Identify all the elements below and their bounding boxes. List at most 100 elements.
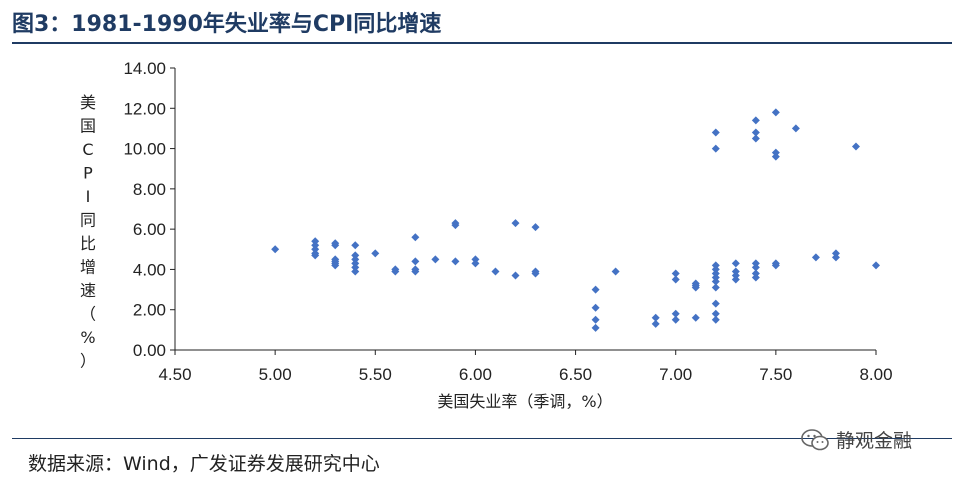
data-point bbox=[511, 219, 520, 228]
data-point bbox=[651, 319, 660, 328]
data-point bbox=[451, 221, 460, 230]
source-note: 数据来源：Wind，广发证券发展研究中心 bbox=[28, 453, 380, 475]
data-point bbox=[711, 299, 720, 308]
y-axis-label-char: % bbox=[80, 328, 95, 347]
data-point bbox=[611, 267, 620, 276]
wechat-icon bbox=[801, 428, 829, 450]
data-point bbox=[651, 313, 660, 322]
data-point bbox=[791, 124, 800, 133]
y-axis-label-char: （ bbox=[80, 305, 96, 324]
data-point bbox=[591, 303, 600, 312]
y-tick-label: 12.00 bbox=[123, 99, 166, 118]
y-tick-labels: 0.00 2.00 4.00 6.00 8.00 10.00 12.00 14.00 bbox=[123, 59, 175, 360]
data-point bbox=[591, 285, 600, 294]
data-point bbox=[311, 251, 320, 260]
data-point bbox=[711, 261, 720, 270]
data-points bbox=[271, 108, 880, 332]
data-point bbox=[691, 313, 700, 322]
y-tick-label: 4.00 bbox=[133, 260, 166, 279]
data-point bbox=[711, 315, 720, 324]
data-point bbox=[351, 241, 360, 250]
data-point bbox=[491, 267, 500, 276]
y-axis-label-char: ） bbox=[80, 352, 96, 371]
y-axis-label-char: 美 bbox=[80, 93, 96, 112]
data-point bbox=[471, 255, 480, 264]
y-axis-label-char: C bbox=[82, 140, 93, 159]
x-tick-label: 5.50 bbox=[359, 365, 392, 384]
data-point bbox=[511, 271, 520, 280]
data-point bbox=[431, 255, 440, 264]
data-point bbox=[751, 128, 760, 137]
data-point bbox=[671, 309, 680, 318]
chart-axes bbox=[174, 68, 876, 351]
x-tick-label: 7.50 bbox=[759, 365, 792, 384]
data-point bbox=[831, 249, 840, 258]
data-point bbox=[351, 251, 360, 260]
y-tick-label: 0.00 bbox=[133, 341, 166, 360]
data-point bbox=[351, 259, 360, 268]
data-point bbox=[751, 116, 760, 125]
x-axis-label: 美国失业率（季调，%） bbox=[437, 392, 612, 411]
y-axis-label-char: 比 bbox=[80, 234, 96, 253]
y-tick-label: 8.00 bbox=[133, 180, 166, 199]
data-point bbox=[711, 283, 720, 292]
data-point bbox=[591, 323, 600, 332]
data-point bbox=[851, 142, 860, 151]
scatter-chart: 0.00 2.00 4.00 6.00 8.00 10.00 12.00 14.00 4.50… bbox=[80, 59, 893, 411]
data-point bbox=[411, 267, 420, 276]
data-point bbox=[771, 261, 780, 270]
y-tick-label: 10.00 bbox=[123, 140, 166, 159]
data-point bbox=[771, 148, 780, 157]
data-point bbox=[451, 257, 460, 266]
data-point bbox=[531, 269, 540, 278]
data-point bbox=[351, 267, 360, 276]
data-point bbox=[311, 237, 320, 246]
y-axis-label-char: P bbox=[83, 164, 93, 183]
data-point bbox=[671, 275, 680, 284]
data-point bbox=[711, 144, 720, 153]
data-point bbox=[711, 277, 720, 286]
data-point bbox=[671, 315, 680, 324]
figure-title: 图3：1981-1990年失业率与CPI同比增速 bbox=[12, 12, 442, 37]
data-point bbox=[711, 269, 720, 278]
data-point bbox=[751, 273, 760, 282]
data-point bbox=[351, 255, 360, 264]
data-point bbox=[331, 261, 340, 270]
y-tick-label: 2.00 bbox=[133, 301, 166, 320]
watermark-text: 静观金融 bbox=[836, 430, 913, 452]
data-point bbox=[531, 223, 540, 232]
x-tick-labels: 4.50 5.00 5.50 6.00 6.50 7.00 7.50 8.00 bbox=[158, 350, 893, 384]
data-point bbox=[751, 134, 760, 143]
watermark: 静观金融 bbox=[800, 426, 912, 453]
data-point bbox=[731, 271, 740, 280]
data-point bbox=[771, 108, 780, 117]
data-point bbox=[711, 265, 720, 274]
data-point bbox=[311, 241, 320, 250]
data-point bbox=[671, 269, 680, 278]
data-point bbox=[271, 245, 280, 254]
data-point bbox=[471, 259, 480, 268]
data-point bbox=[771, 152, 780, 161]
y-axis-label-char: 国 bbox=[80, 117, 96, 136]
x-tick-label: 4.50 bbox=[158, 365, 191, 384]
x-tick-label: 8.00 bbox=[859, 365, 892, 384]
data-point bbox=[711, 273, 720, 282]
data-point bbox=[331, 241, 340, 250]
x-tick-label: 7.00 bbox=[659, 365, 692, 384]
x-tick-label: 6.00 bbox=[459, 365, 492, 384]
data-point bbox=[711, 309, 720, 318]
data-point bbox=[731, 275, 740, 284]
data-point bbox=[391, 267, 400, 276]
data-point bbox=[731, 267, 740, 276]
data-point bbox=[751, 263, 760, 272]
data-point bbox=[311, 245, 320, 254]
title-divider bbox=[12, 42, 952, 44]
data-point bbox=[751, 259, 760, 268]
y-tick-label: 6.00 bbox=[133, 220, 166, 239]
y-axis-label-char: I bbox=[86, 187, 91, 206]
source-divider bbox=[12, 438, 952, 439]
data-point bbox=[831, 253, 840, 262]
x-tick-label: 5.00 bbox=[259, 365, 292, 384]
data-point bbox=[731, 259, 740, 268]
data-point bbox=[351, 263, 360, 272]
